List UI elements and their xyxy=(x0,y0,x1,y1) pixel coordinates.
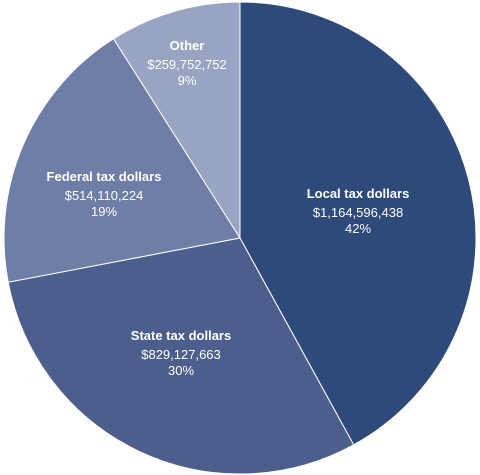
slice-amount: $1,164,596,438 xyxy=(313,205,403,220)
slice-percent: 19% xyxy=(91,204,117,219)
pie-slice-local-tax-dollars xyxy=(239,1,477,446)
pie-slice-state-tax-dollars xyxy=(7,237,355,475)
slice-amount: $259,752,752 xyxy=(147,57,227,72)
slice-name: Other xyxy=(170,38,205,53)
pie-slice-other xyxy=(112,1,241,240)
slice-percent: 42% xyxy=(345,221,371,236)
slice-name: State tax dollars xyxy=(131,328,231,343)
slice-amount: $514,110,224 xyxy=(65,188,144,203)
slice-name: Federal tax dollars xyxy=(47,169,162,184)
slice-amount: $829,127,663 xyxy=(141,347,221,362)
pie-slice-federal-tax-dollars xyxy=(3,38,241,283)
slice-percent: 9% xyxy=(178,73,197,88)
slice-name: Local tax dollars xyxy=(307,186,410,201)
slice-percent: 30% xyxy=(168,363,194,378)
